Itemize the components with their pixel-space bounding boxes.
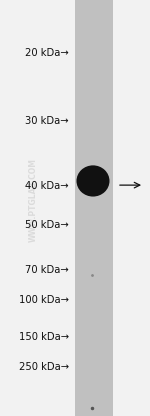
Text: WWW.PTGLAB.COM: WWW.PTGLAB.COM — [28, 158, 38, 242]
Text: 250 kDa→: 250 kDa→ — [19, 362, 69, 372]
Bar — [75, 0, 112, 416]
Text: 50 kDa→: 50 kDa→ — [25, 220, 69, 230]
Text: 150 kDa→: 150 kDa→ — [19, 332, 69, 342]
Text: 70 kDa→: 70 kDa→ — [25, 265, 69, 275]
Text: 100 kDa→: 100 kDa→ — [19, 295, 69, 305]
Text: 40 kDa→: 40 kDa→ — [25, 181, 69, 191]
Text: 20 kDa→: 20 kDa→ — [25, 48, 69, 58]
Text: 30 kDa→: 30 kDa→ — [25, 116, 69, 126]
Ellipse shape — [76, 166, 110, 197]
